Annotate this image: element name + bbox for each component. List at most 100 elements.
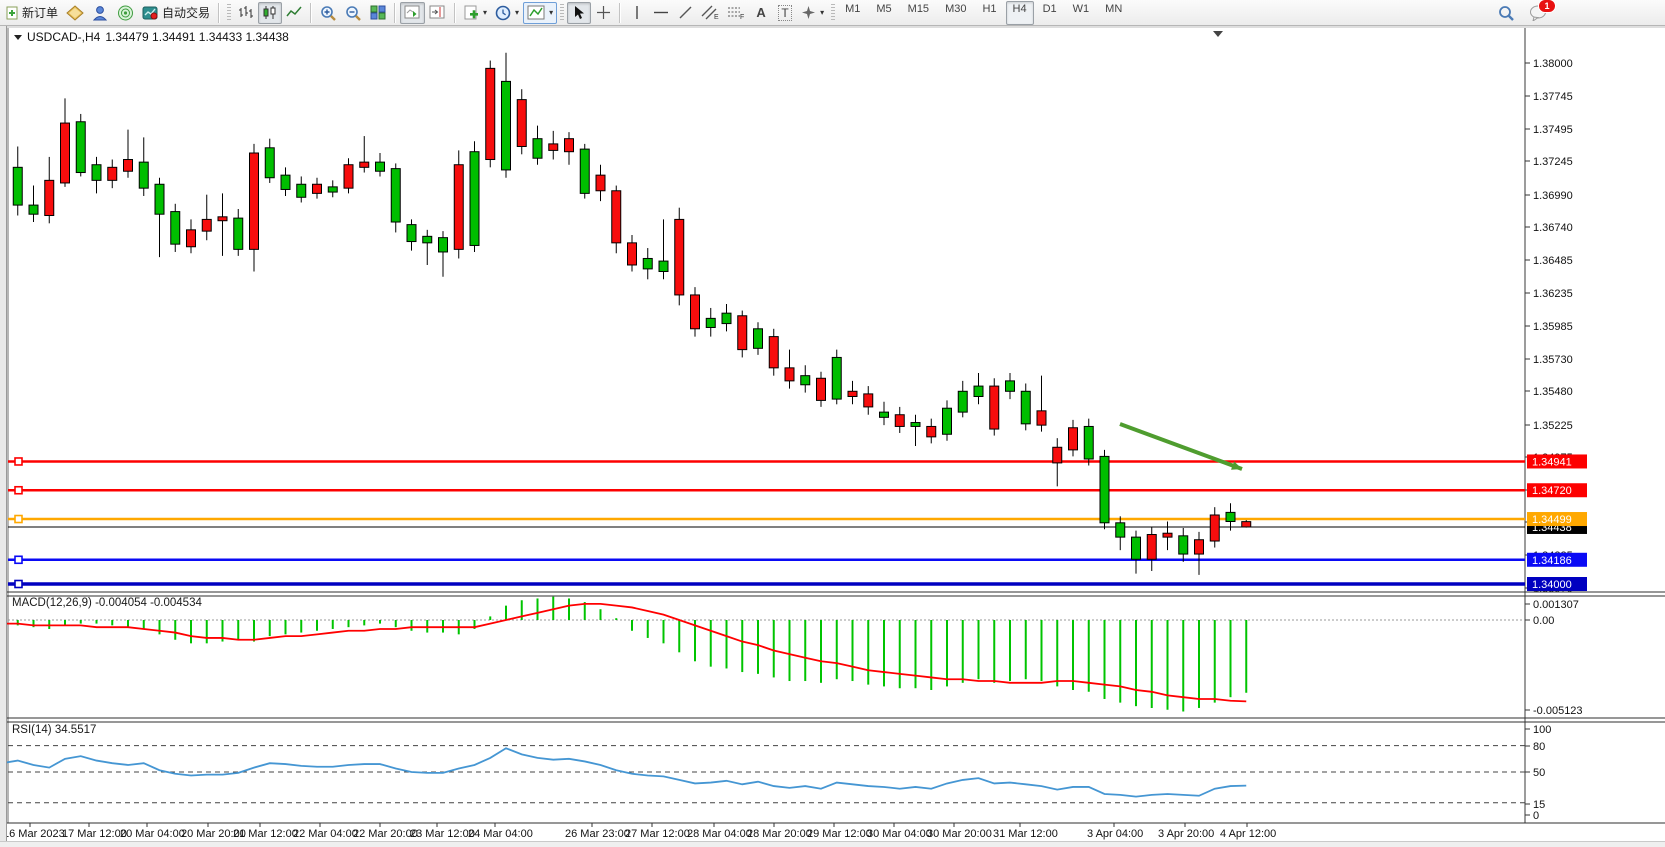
timeframe-button-H4[interactable]: H4 [1005,0,1034,25]
timeframe-button-M5[interactable]: M5 [876,2,892,15]
candle [453,164,464,250]
candle [469,151,480,246]
new-chart-button[interactable]: ▾ [460,2,491,24]
text-label-icon: T [778,4,792,21]
candle [705,317,716,328]
timeframe-button-H1[interactable]: H1 [982,2,997,15]
toolbar-separator [394,2,397,23]
chart-shift-marker[interactable] [1213,31,1223,37]
candle [831,356,842,400]
line-anchor-handle[interactable] [14,457,23,466]
timeframe-button-W1[interactable]: W1 [1072,2,1090,15]
candle [249,152,259,250]
candle [390,168,401,223]
line-anchor-handle[interactable] [14,514,23,524]
timeframe-group: M1 M5 M15 M30 H1 H4 D1 W1 MN [838,0,1129,25]
price-axis-label: 1.36485 [1533,255,1573,267]
chart-shift-button[interactable] [425,2,450,24]
trendline-tool-button[interactable] [673,2,697,24]
notifications-button[interactable]: 1 [1525,0,1556,24]
candle [926,425,937,438]
search-button[interactable] [1494,2,1519,24]
time-axis-label: 22 Mar 20:00 [353,828,418,840]
cursor-button[interactable] [567,1,592,24]
auto-scroll-button[interactable] [400,1,426,24]
chart-plot[interactable]: 1.38000 1.37745 1.37495 1.37245 1.36990 1.367… [0,26,1665,847]
candle [123,159,133,172]
vertical-line-tool-button[interactable] [625,2,649,24]
timeframe-button-M30[interactable]: M30 [945,2,967,15]
trend-arrow-line[interactable] [1119,422,1243,471]
candle [186,229,196,248]
candle [1178,535,1189,555]
new-order-label: 新订单 [22,6,59,20]
candle [989,385,1000,430]
bar-chart-icon [239,6,254,18]
time-axis-label: 30 Mar 20:00 [927,828,992,840]
person-icon [92,5,108,20]
toolbar-drag-handle[interactable] [227,3,232,22]
period-button[interactable]: ▾ [491,2,523,24]
toolbar-drag-handle[interactable] [831,3,836,22]
price-label-badge-text: 1.34499 [1532,514,1572,526]
community-button[interactable] [88,2,113,24]
price-axis-label: 1.35730 [1533,354,1573,366]
auto-trading-button[interactable]: 自动交易 [138,2,214,24]
timeframe-button-D1[interactable]: D1 [1042,2,1057,15]
charts-list-button[interactable] [62,2,88,24]
timeframe-button-M1[interactable]: M1 [845,2,861,15]
line-anchor-handle[interactable] [14,555,23,565]
toolbar-drag-handle[interactable] [560,3,565,22]
candle [516,99,527,147]
timeframe-button-MN[interactable]: MN [1105,2,1123,15]
candlestick-chart-button[interactable] [258,1,283,24]
timeframe-button-M15[interactable]: M15 [907,2,930,15]
macd-axis-label: -0.005123 [1533,705,1583,717]
chevron-down-icon: ▾ [549,8,554,17]
bar-chart-button[interactable] [234,2,258,24]
clock-icon [495,5,511,20]
new-order-button[interactable]: 新订单 [2,2,62,24]
candle [627,242,637,266]
tile-windows-button[interactable] [366,2,390,24]
line-anchor-handle[interactable] [14,579,23,589]
candle [343,164,354,189]
text-label-tool-button[interactable]: T [773,2,797,24]
line-anchor-handle[interactable] [14,485,23,495]
sonar-icon [118,5,134,20]
arrows-tool-button[interactable]: ▾ [797,2,828,24]
macd-signal-line [2,602,1247,703]
candle [501,80,511,171]
zoom-out-button[interactable] [341,2,366,24]
chart-canvas[interactable]: 1.38000 1.37745 1.37495 1.37245 1.36990 1.367… [0,26,1665,847]
chart-title-symbol: USDCAD-,H4 [27,30,101,44]
candle [973,385,984,397]
candle [1209,514,1220,542]
fibonacci-icon: F [728,7,744,20]
time-axis-label: 26 Mar 23:00 [565,828,630,840]
market-watch-button[interactable] [113,2,138,24]
fibonacci-tool-button[interactable]: F [723,2,749,24]
candle [327,186,338,193]
indicators-button[interactable]: ▾ [523,1,558,24]
candle [800,375,811,386]
indicators-icon [527,5,545,20]
trend-arrow-head [1231,461,1242,470]
text-tool-button[interactable]: A [749,2,773,24]
horizontal-line-tool-button[interactable] [649,2,673,24]
time-axis-label: 21 Mar 12:00 [233,828,298,840]
collapse-triangle-icon[interactable] [14,34,22,40]
arrows-icon [802,6,816,19]
channel-tool-button[interactable]: E [697,2,723,24]
rsi-axis-label: 80 [1533,741,1545,753]
candle [1052,446,1063,464]
svg-text:E: E [714,14,719,20]
cursor-icon [575,6,585,19]
candle [1241,521,1252,528]
zoom-in-button[interactable] [316,2,341,24]
price-label-badge [1527,577,1587,591]
line-chart-button[interactable] [282,2,306,24]
candle [138,161,149,189]
candle [721,312,732,325]
crosshair-button[interactable] [591,2,615,24]
